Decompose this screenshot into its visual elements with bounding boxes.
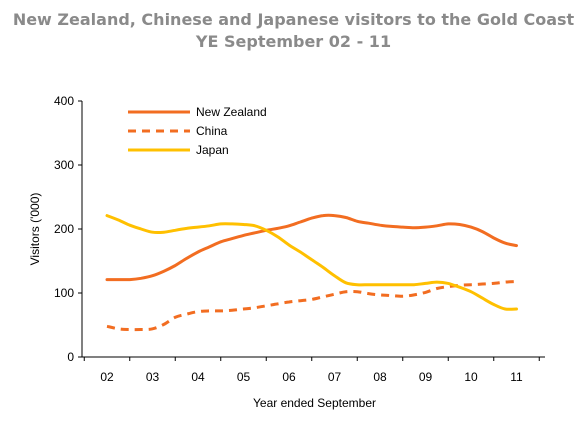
x-tick-label: 08 (373, 370, 387, 384)
y-axis-label: Visitors ('000) (28, 193, 42, 266)
x-tick-label: 02 (100, 370, 114, 384)
x-tick-label: 03 (146, 370, 160, 384)
legend-label-china: China (196, 124, 228, 138)
x-tick-label: 07 (328, 370, 342, 384)
y-tick-label: 400 (54, 94, 74, 108)
chart-subtitle: YE September 02 - 11 (195, 32, 392, 51)
y-tick-label: 200 (54, 222, 74, 236)
legend-label-japan: Japan (196, 143, 229, 157)
legend-label-new-zealand: New Zealand (196, 105, 267, 119)
x-tick-label: 05 (237, 370, 251, 384)
y-tick-label: 300 (54, 158, 74, 172)
x-tick-label: 04 (191, 370, 205, 384)
y-tick-label: 0 (67, 350, 74, 364)
x-axis-label: Year ended September (253, 396, 376, 410)
series-line-japan (105, 214, 518, 311)
x-tick-label: 09 (419, 370, 433, 384)
chart-title: New Zealand, Chinese and Japanese visito… (12, 10, 575, 29)
y-tick-label: 100 (54, 286, 74, 300)
x-tick-label: 10 (464, 370, 478, 384)
x-tick-label: 11 (510, 370, 523, 384)
series-line-china (106, 280, 517, 332)
x-tick-label: 06 (282, 370, 296, 384)
series-line-new-zealand (105, 213, 518, 282)
